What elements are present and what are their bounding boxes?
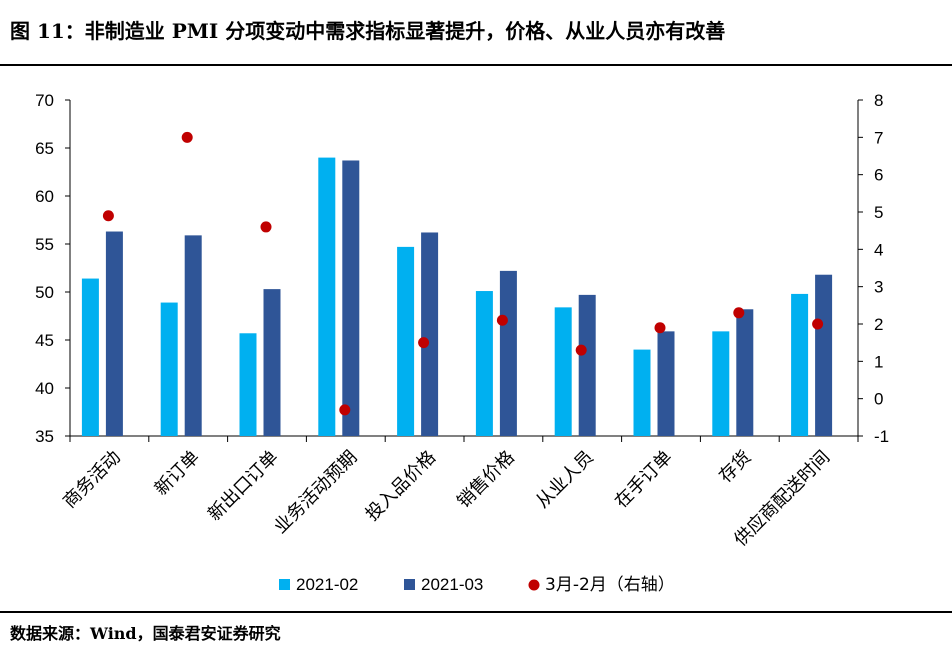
bar-2021-02 (633, 349, 651, 436)
left-tick-label: 35 (35, 427, 54, 446)
category-label: 新出口订单 (204, 447, 282, 525)
category-label: 在手订单 (611, 447, 677, 513)
left-tick-label: 45 (35, 331, 54, 350)
left-tick-label: 60 (35, 187, 54, 206)
left-tick-label: 65 (35, 139, 54, 158)
bar-2021-03 (736, 309, 754, 436)
left-tick-label: 70 (35, 91, 54, 110)
legend-label-2021-02: 2021-02 (296, 575, 358, 594)
right-tick-label: 3 (874, 278, 883, 297)
category-label: 业务活动预期 (270, 447, 361, 538)
bar-2021-02 (239, 333, 257, 436)
source-divider (0, 611, 952, 613)
category-label: 存货 (715, 447, 755, 487)
bar-2021-02 (160, 302, 178, 436)
right-tick-label: 0 (874, 390, 883, 409)
bar-2021-02 (712, 331, 730, 436)
bar-2021-02 (397, 246, 415, 436)
category-label: 投入品价格 (362, 447, 440, 525)
bar-2021-03 (184, 235, 202, 436)
bar-2021-02 (791, 293, 809, 436)
diff-marker (418, 337, 430, 349)
left-tick-label: 50 (35, 283, 54, 302)
diff-marker (812, 318, 824, 330)
category-label: 从业人员 (532, 447, 598, 513)
left-tick-label: 55 (35, 235, 54, 254)
legend-marker-diff (528, 579, 540, 591)
diff-marker (339, 404, 351, 416)
bar-2021-03 (342, 160, 360, 436)
category-label: 销售价格 (453, 447, 519, 513)
bar-2021-03 (499, 270, 517, 436)
legend-swatch-2021-02 (279, 579, 290, 590)
legend-label-diff: 3月-2月（右轴） (545, 575, 675, 595)
diff-marker (496, 314, 508, 326)
bar-2021-03 (815, 274, 833, 436)
diff-marker (575, 344, 587, 356)
legend-label-2021-03: 2021-03 (421, 575, 483, 594)
category-label: 新订单 (151, 447, 204, 500)
figure-title: 图 11：非制造业 PMI 分项变动中需求指标显著提升，价格、从业人员亦有改善 (10, 19, 726, 43)
right-tick-label: 8 (874, 91, 883, 110)
diff-marker (654, 322, 666, 334)
bar-2021-03 (657, 331, 675, 436)
right-tick-label: 2 (874, 315, 883, 334)
diff-marker (181, 131, 193, 143)
legend-swatch-2021-03 (404, 579, 415, 590)
bar-2021-02 (475, 291, 493, 436)
right-tick-label: 1 (874, 352, 883, 371)
right-tick-label: 5 (874, 203, 883, 222)
category-label: 商务活动 (59, 447, 125, 513)
source-note: 数据来源：Wind，国泰君安证券研究 (10, 624, 281, 643)
diff-marker (260, 221, 272, 233)
diff-marker (102, 210, 114, 222)
diff-marker (733, 307, 745, 319)
left-tick-label: 40 (35, 379, 54, 398)
bar-2021-03 (578, 294, 596, 436)
title-divider (0, 64, 952, 66)
right-tick-label: 6 (874, 166, 883, 185)
bar-2021-03 (263, 289, 281, 436)
bar-2021-03 (105, 231, 123, 436)
right-tick-label: 7 (874, 128, 883, 147)
right-tick-label: -1 (874, 427, 889, 446)
bar-2021-02 (554, 307, 572, 436)
right-tick-label: 4 (874, 240, 883, 259)
bar-2021-02 (81, 278, 99, 436)
bar-2021-03 (421, 232, 439, 436)
bar-2021-02 (318, 157, 336, 436)
